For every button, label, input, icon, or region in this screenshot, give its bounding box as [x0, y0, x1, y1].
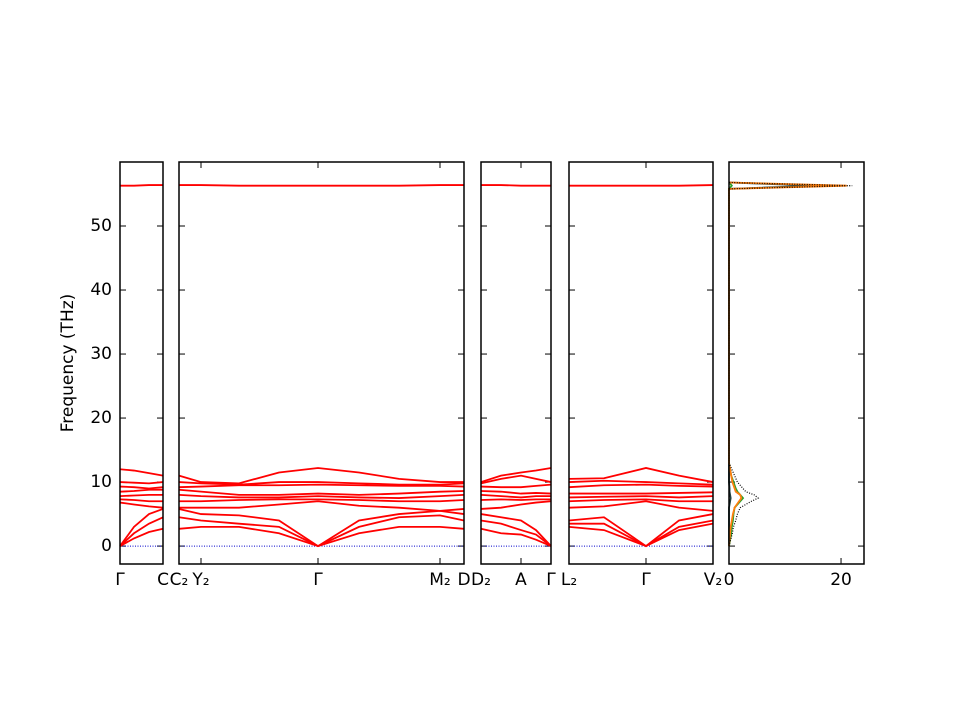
x-tick-label: V₂	[704, 570, 722, 590]
y-tick-label: 0	[101, 536, 112, 556]
band	[568, 479, 714, 486]
x-tick-label: Γ	[115, 570, 125, 590]
x-tick-label: M₂	[429, 570, 450, 590]
x-tick-label: D₂	[471, 570, 491, 590]
band	[179, 500, 465, 512]
band	[480, 467, 552, 483]
x-tick-label: C₂	[170, 570, 189, 590]
band	[119, 488, 163, 493]
band	[480, 527, 552, 547]
y-tick-label: 40	[90, 280, 112, 300]
band	[481, 184, 551, 187]
band	[569, 491, 714, 495]
band	[119, 468, 164, 477]
dos-line	[728, 181, 819, 547]
band	[178, 483, 465, 489]
band	[568, 495, 714, 499]
band	[569, 184, 714, 187]
band	[568, 498, 713, 503]
panel-frame	[480, 161, 552, 565]
band	[568, 513, 714, 548]
x-tick-label: Γ	[546, 570, 556, 590]
band	[178, 488, 465, 496]
band	[119, 508, 164, 547]
band	[480, 498, 551, 501]
y-tick-label: 20	[90, 408, 112, 428]
x-tick-label: C	[157, 570, 169, 590]
band	[480, 490, 552, 495]
panel-frame	[119, 161, 164, 565]
band	[480, 513, 552, 547]
band	[119, 493, 163, 498]
x-tick-label: 0	[724, 570, 735, 590]
x-tick-label: D	[457, 570, 470, 590]
band	[480, 500, 552, 510]
band	[119, 516, 164, 547]
band	[480, 483, 552, 489]
band	[119, 485, 164, 490]
panel-frame	[178, 161, 465, 565]
band	[480, 519, 552, 547]
band	[119, 498, 163, 503]
band	[179, 498, 465, 503]
band	[568, 500, 714, 512]
y-tick-label: 30	[90, 344, 112, 364]
band	[480, 474, 552, 485]
panel-frame	[568, 161, 714, 565]
band	[178, 481, 465, 486]
x-tick-label: Γ	[313, 570, 323, 590]
band	[178, 467, 464, 485]
band	[568, 467, 714, 483]
band	[568, 483, 714, 489]
x-tick-label: 20	[830, 570, 852, 590]
y-axis-label: Frequency (THz)	[58, 294, 78, 433]
panel-frame	[728, 161, 865, 565]
band	[120, 184, 163, 187]
x-tick-label: L₂	[561, 570, 577, 590]
dos-line	[728, 181, 847, 547]
band	[179, 184, 464, 187]
band	[480, 493, 551, 499]
band	[178, 514, 465, 548]
band	[119, 527, 164, 547]
band	[178, 493, 465, 499]
band	[119, 501, 164, 509]
x-tick-label: Y₂	[191, 570, 209, 590]
band	[119, 481, 164, 485]
band	[178, 508, 465, 548]
x-tick-label: Γ	[641, 570, 651, 590]
x-tick-label: A	[515, 570, 527, 590]
y-tick-label: 10	[90, 472, 112, 492]
dos-line	[728, 181, 853, 547]
y-tick-label: 50	[90, 216, 112, 236]
